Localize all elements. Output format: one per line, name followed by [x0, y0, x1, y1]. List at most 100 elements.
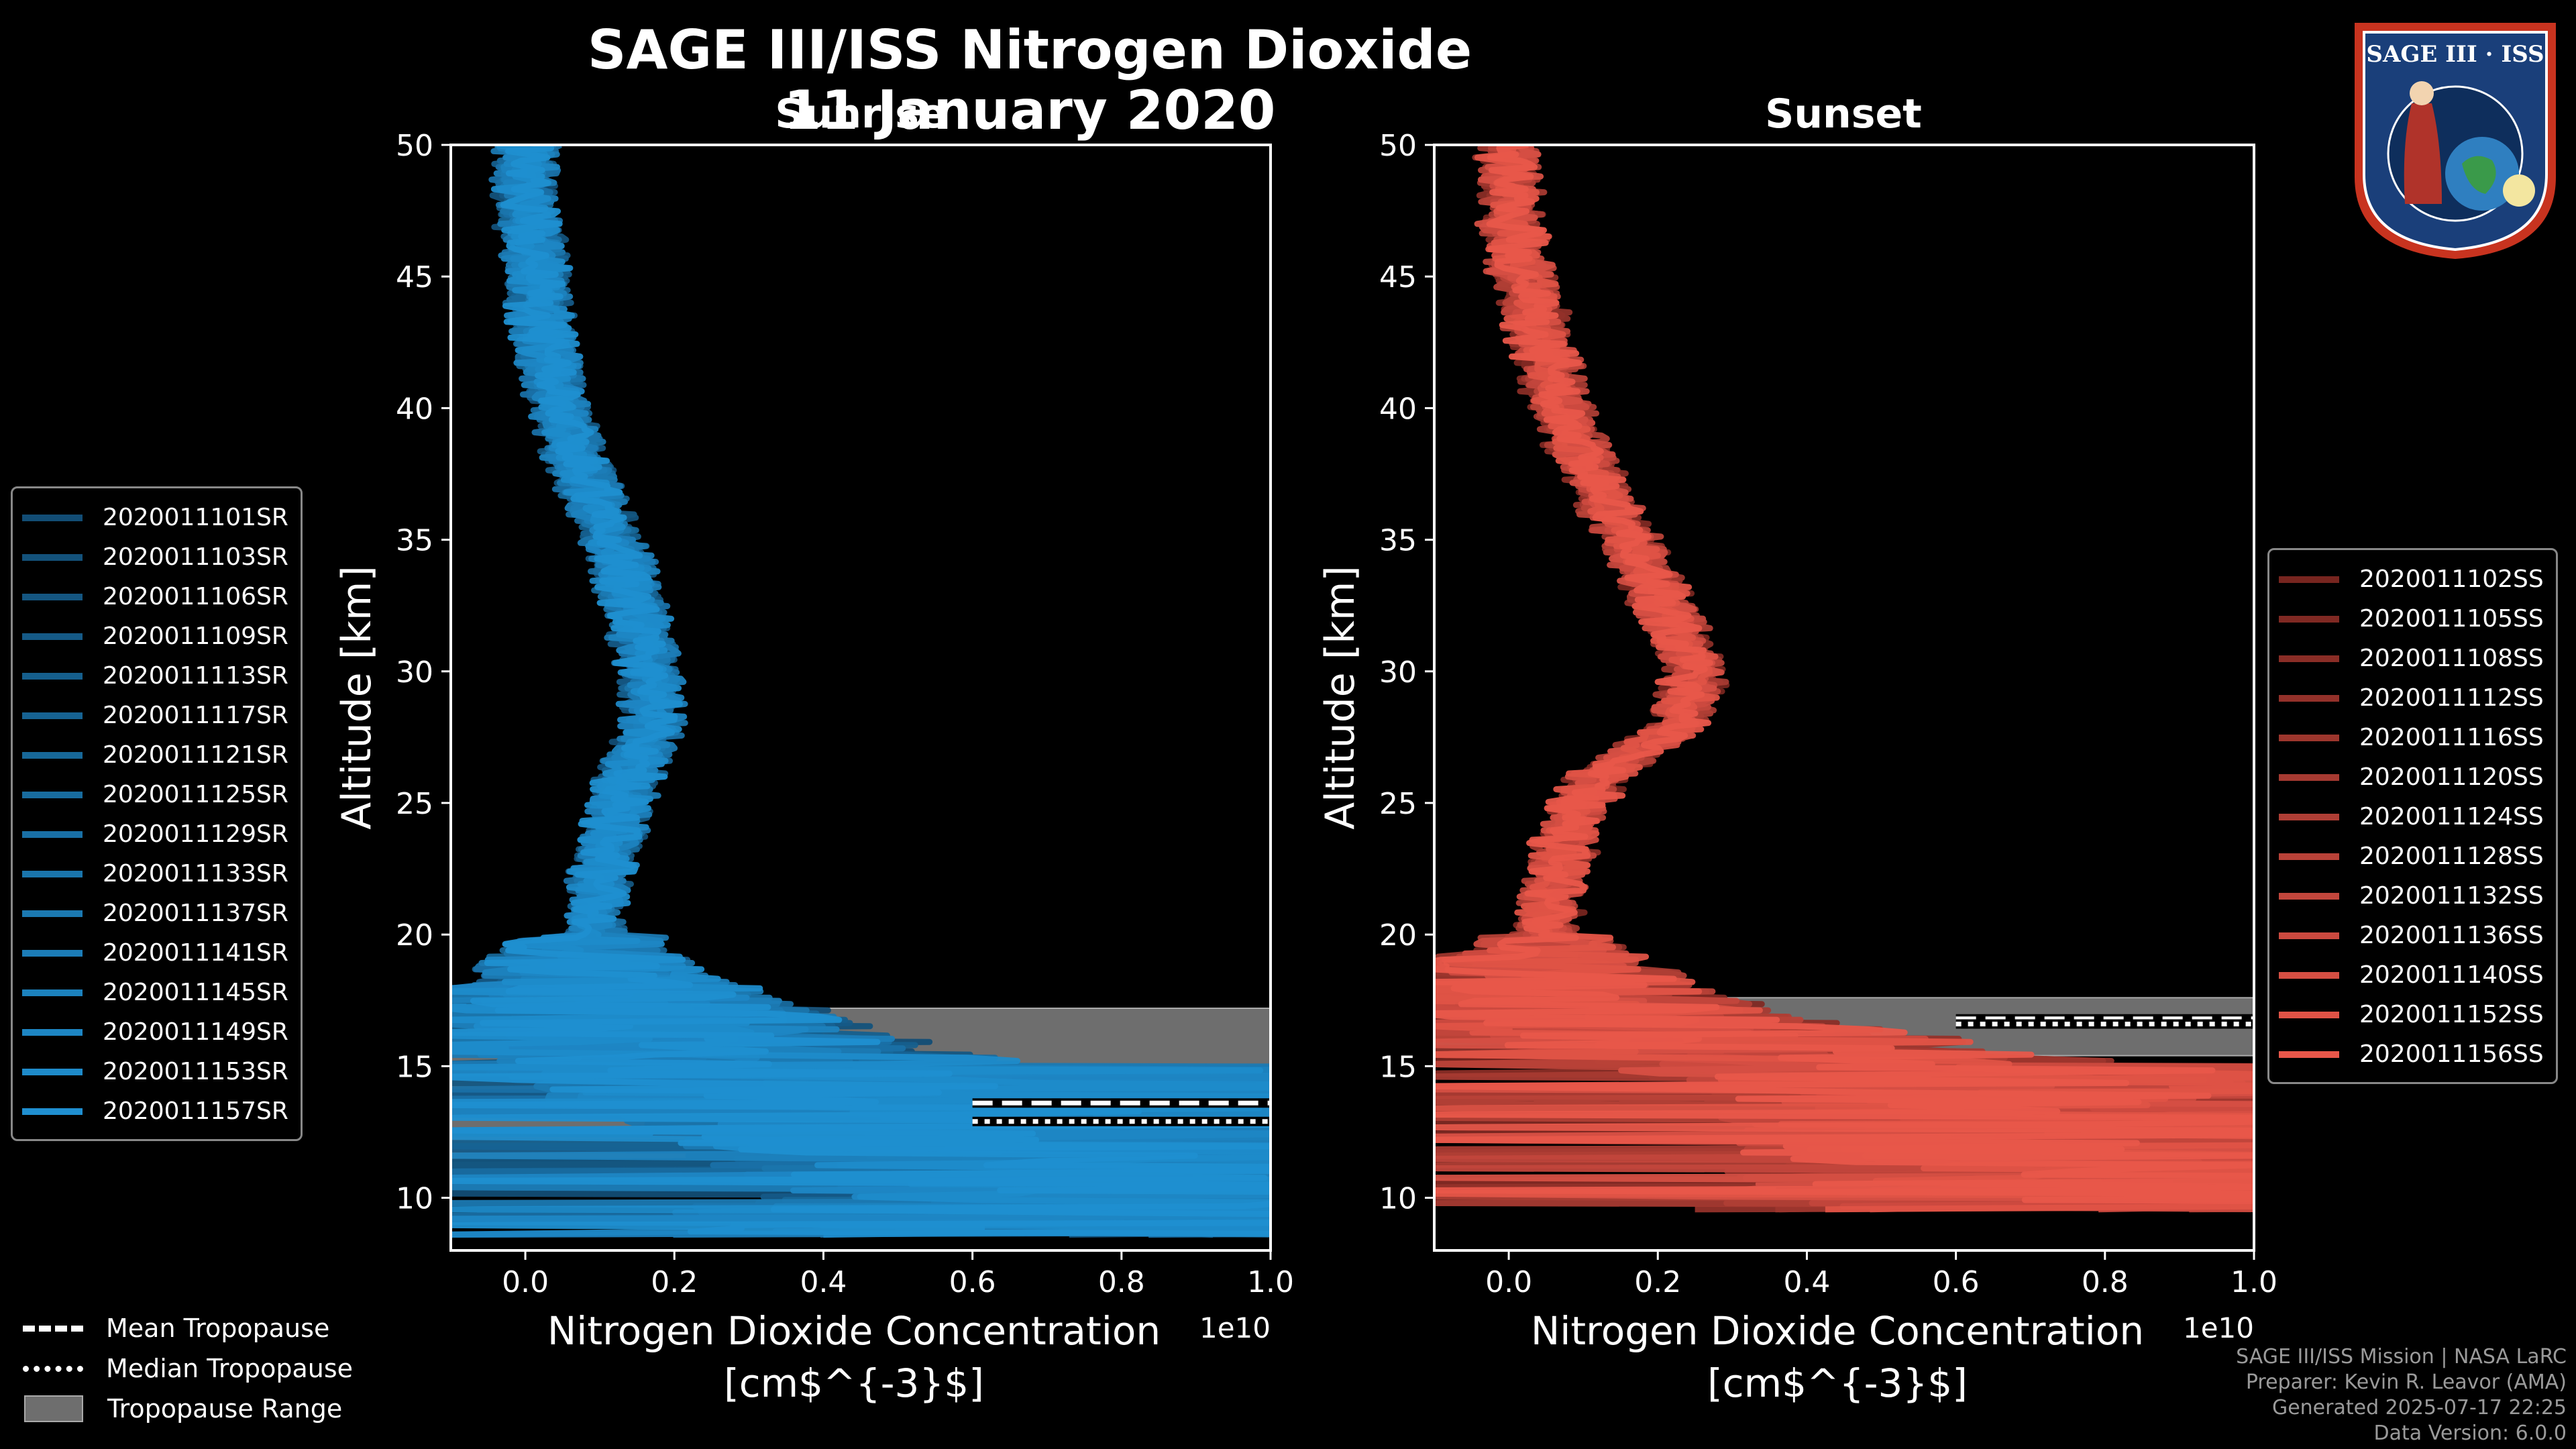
legend-swatch [22, 514, 83, 521]
sunrise-legend: 2020011101SR 2020011103SR 2020011106SR 2020… [11, 486, 303, 1141]
y-tick-label: 10 [396, 1182, 433, 1216]
legend-swatch [22, 1108, 83, 1115]
y-tick-label: 15 [396, 1050, 433, 1084]
legend-label: 2020011152SS [2359, 1001, 2544, 1028]
y-tick-label: 40 [396, 392, 433, 426]
y-tick-label: 45 [1379, 260, 1417, 294]
y-tick-label: 20 [1379, 918, 1417, 953]
legend-entry: 2020011128SS [2279, 837, 2544, 876]
legend-entry: 2020011124SS [2279, 797, 2544, 837]
figure-title: SAGE III/ISS Nitrogen Dioxide [588, 19, 1472, 81]
legend-entry: 2020011152SS [2279, 995, 2544, 1034]
dotted-line-swatch [23, 1365, 83, 1372]
y-tick-label: 30 [396, 655, 433, 690]
legend-swatch [22, 1028, 83, 1036]
x-tick-label: 0.2 [1634, 1265, 1681, 1299]
x-tick-label: 0.4 [800, 1265, 847, 1299]
footer-line: SAGE III/ISS Mission | NASA LaRC [2236, 1345, 2567, 1368]
y-tick-label: 35 [396, 524, 433, 558]
x-tick-label: 0.8 [1098, 1265, 1145, 1299]
legend-swatch [22, 672, 83, 680]
legend-entry: 2020011101SR [22, 498, 288, 537]
sunrise-panel: 10 15 20 25 30 35 40 45 50 0.0 0.2 0.4 0.6 0.8 1.0 1e10… [333, 91, 1294, 1406]
legend-entry: 2020011137SR [22, 894, 288, 933]
x-axis-label: Nitrogen Dioxide Concentration [547, 1308, 1161, 1354]
y-tick-label: 20 [396, 918, 433, 953]
legend-swatch [22, 949, 83, 957]
legend-swatch [22, 910, 83, 917]
legend-swatch [2279, 734, 2339, 741]
x-axis-label: Nitrogen Dioxide Concentration [1531, 1308, 2144, 1354]
legend-label: 2020011137SR [103, 900, 288, 927]
sunset-panel: 10 15 20 25 30 35 40 45 50 0.0 0.2 0.4 0.6 0.8 1.0 1e10… [1317, 91, 2277, 1406]
legend-label: 2020011128SS [2359, 843, 2544, 870]
legend-label: 2020011136SS [2359, 922, 2544, 949]
legend-label: 2020011129SR [103, 820, 288, 848]
y-tick-label: 25 [1379, 787, 1417, 821]
legend-entry: 2020011105SS [2279, 599, 2544, 639]
legend-label: 2020011108SS [2359, 645, 2544, 672]
legend-entry: 2020011132SS [2279, 876, 2544, 916]
legend-label: 2020011157SR [103, 1097, 288, 1125]
x-tick-label: 1.0 [1247, 1265, 1294, 1299]
legend-mean-tropopause: Mean Tropopause [23, 1308, 353, 1348]
legend-swatch [2279, 932, 2339, 939]
legend-swatch [22, 712, 83, 719]
legend-swatch [22, 1068, 83, 1075]
y-tick-label: 35 [1379, 524, 1417, 558]
legend-entry: 2020011129SR [22, 814, 288, 854]
legend-label: 2020011124SS [2359, 803, 2544, 830]
legend-label: 2020011153SR [103, 1058, 288, 1085]
legend-entry: 2020011149SR [22, 1012, 288, 1052]
legend-swatch [2279, 576, 2339, 583]
legend-swatch [2279, 773, 2339, 781]
legend-entry: 2020011136SS [2279, 916, 2544, 955]
footer-line: Generated 2025-07-17 22:25 [2271, 1396, 2567, 1419]
sunset-legend: 2020011102SS 2020011105SS 2020011108SS 2020… [2267, 548, 2558, 1084]
legend-label: 2020011156SS [2359, 1040, 2544, 1068]
legend-entry: 2020011113SR [22, 656, 288, 696]
legend-entry: 2020011157SR [22, 1091, 288, 1131]
legend-swatch [22, 751, 83, 759]
legend-entry: 2020011133SR [22, 854, 288, 894]
legend-label: 2020011102SS [2359, 566, 2544, 593]
x-tick-label: 0.0 [1485, 1265, 1532, 1299]
legend-swatch [22, 593, 83, 600]
legend-entry: 2020011103SR [22, 537, 288, 577]
legend-label: 2020011125SR [103, 781, 288, 808]
y-tick-label: 25 [396, 787, 433, 821]
legend-entry: 2020011141SR [22, 933, 288, 973]
y-axis-label: Altitude [km] [1317, 566, 1364, 830]
range-swatch [24, 1395, 83, 1422]
x-offset-text: 1e10 [2183, 1311, 2254, 1344]
panel-title: Sunset [1765, 91, 1922, 138]
y-tick-label: 15 [1379, 1050, 1417, 1084]
footer-credits: SAGE III/ISS Mission | NASA LaRC Prepare… [2236, 1344, 2567, 1446]
legend-label: 2020011101SR [103, 504, 288, 531]
y-axis-label: Altitude [km] [333, 566, 380, 830]
x-tick-label: 0.6 [1933, 1265, 1980, 1299]
legend-label: 2020011145SR [103, 979, 288, 1006]
legend-entry: 2020011106SR [22, 577, 288, 616]
y-tick-label: 40 [1379, 392, 1417, 426]
legend-entry: 2020011120SS [2279, 757, 2544, 797]
legend-swatch [2279, 1011, 2339, 1018]
legend-swatch [2279, 615, 2339, 623]
legend-entry: 2020011102SS [2279, 559, 2544, 599]
y-tick-label: 50 [1379, 129, 1417, 163]
profile-2020011157SR [451, 145, 1271, 1237]
x-tick-label: 0.2 [651, 1265, 698, 1299]
footer-line: Data Version: 6.0.0 [2373, 1421, 2567, 1445]
legend-entry: 2020011153SR [22, 1052, 288, 1091]
legend-swatch [22, 553, 83, 561]
legend-swatch [22, 870, 83, 877]
y-tick-label: 10 [1379, 1182, 1417, 1216]
profile-lines [451, 145, 1271, 1238]
legend-entry: 2020011112SS [2279, 678, 2544, 718]
legend-swatch [2279, 971, 2339, 979]
legend-label: 2020011116SS [2359, 724, 2544, 751]
legend-entry: 2020011109SR [22, 616, 288, 656]
profile-2020011156SS [1434, 145, 2254, 1204]
legend-swatch [2279, 853, 2339, 860]
